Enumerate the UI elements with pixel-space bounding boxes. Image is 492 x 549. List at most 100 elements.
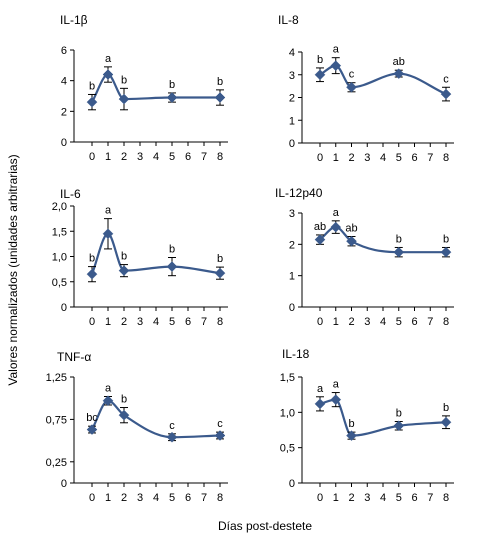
data-point-marker <box>166 261 178 272</box>
x-tick-label: 2 <box>348 492 354 504</box>
x-tick-label: 5 <box>169 492 175 504</box>
y-tick-label: 6 <box>61 45 67 57</box>
x-tick-label: 3 <box>137 316 143 328</box>
y-tick-label: 1,5 <box>280 372 295 384</box>
x-tick-label: 4 <box>153 316 159 328</box>
data-point-marker <box>314 234 326 245</box>
data-point-marker <box>102 228 114 240</box>
x-tick-label: 8 <box>443 152 449 164</box>
significance-letter: b <box>443 402 449 414</box>
x-tick-label: 0 <box>89 151 95 163</box>
data-point-marker <box>86 268 98 280</box>
significance-letter: b <box>443 233 449 245</box>
x-tick-label: 1 <box>105 492 111 504</box>
y-tick-label: 0 <box>289 138 295 150</box>
x-tick-label: 8 <box>217 151 223 163</box>
data-point-marker <box>346 430 357 442</box>
series-line <box>319 398 447 437</box>
x-tick-label: 3 <box>137 151 143 163</box>
data-point-marker <box>214 92 226 103</box>
data-point-marker <box>214 430 226 441</box>
x-tick-label: 0 <box>317 316 323 328</box>
y-tick-label: 0 <box>61 137 67 149</box>
significance-letter: b <box>217 253 223 265</box>
significance-letter: b <box>89 80 95 92</box>
significance-letter: c <box>443 73 449 85</box>
significance-letter: c <box>217 418 223 430</box>
x-tick-label: 3 <box>364 316 370 328</box>
data-point-marker <box>440 416 452 428</box>
y-tick-label: 1,0 <box>52 252 67 264</box>
data-point-marker <box>86 424 98 435</box>
data-point-marker <box>346 81 357 93</box>
x-tick-label: 0 <box>317 152 323 164</box>
series-line <box>91 399 221 439</box>
x-tick-label: 5 <box>169 151 175 163</box>
x-tick-label: 7 <box>201 151 207 163</box>
x-tick-label: 8 <box>443 316 449 328</box>
x-tick-label: 4 <box>153 151 159 163</box>
significance-letter: b <box>169 244 175 256</box>
significance-letter: a <box>105 205 112 217</box>
data-point-marker <box>330 394 342 405</box>
x-tick-label: 1 <box>105 316 111 328</box>
significance-letter: ab <box>393 56 405 68</box>
significance-letter: ab <box>314 221 326 233</box>
x-tick-label: 4 <box>380 152 386 164</box>
x-tick-label: 6 <box>185 151 191 163</box>
data-point-marker <box>330 221 342 233</box>
x-tick-label: 6 <box>185 316 191 328</box>
figure-y-axis-label: Valores normalizados (unidades arbitrari… <box>6 154 20 385</box>
x-tick-label: 5 <box>396 316 402 328</box>
x-tick-label: 0 <box>89 492 95 504</box>
data-point-marker <box>393 68 405 79</box>
y-tick-label: 4 <box>289 47 295 59</box>
significance-letter: b <box>169 79 175 91</box>
x-tick-label: 3 <box>364 152 370 164</box>
y-tick-label: 1,5 <box>52 226 67 238</box>
x-tick-label: 7 <box>201 492 207 504</box>
y-tick-label: 3 <box>289 208 295 220</box>
y-tick-label: 1 <box>289 115 295 127</box>
y-tick-label: 0,5 <box>52 277 67 289</box>
series-line <box>319 225 447 254</box>
x-tick-label: 2 <box>121 316 127 328</box>
panel-title: IL-18 <box>282 347 310 361</box>
significance-letter: ab <box>345 223 357 235</box>
significance-letter: b <box>396 408 402 420</box>
x-tick-label: 6 <box>185 492 191 504</box>
significance-letter: a <box>317 383 324 395</box>
x-tick-label: 6 <box>411 492 417 504</box>
data-point-marker <box>118 265 130 276</box>
x-tick-label: 7 <box>201 316 207 328</box>
x-tick-label: 5 <box>396 152 402 164</box>
x-tick-label: 1 <box>333 152 339 164</box>
significance-letter: a <box>333 207 340 219</box>
significance-letter: b <box>121 394 127 406</box>
x-tick-label: 3 <box>364 492 370 504</box>
significance-letter: a <box>333 44 340 56</box>
panel-title: TNF-α <box>57 350 91 364</box>
data-point-marker <box>393 420 405 432</box>
x-tick-label: 1 <box>333 316 339 328</box>
data-point-marker <box>314 69 326 81</box>
significance-letter: c <box>349 69 355 81</box>
y-tick-label: 0 <box>61 302 67 314</box>
x-tick-label: 8 <box>217 492 223 504</box>
y-tick-label: 3 <box>289 70 295 82</box>
data-point-marker <box>118 93 130 105</box>
series-line <box>91 73 220 103</box>
panel-title: IL-6 <box>60 187 81 201</box>
x-tick-label: 7 <box>427 152 433 164</box>
x-tick-label: 8 <box>217 316 223 328</box>
x-tick-label: 0 <box>317 492 323 504</box>
significance-letter: a <box>333 379 340 391</box>
data-point-marker <box>314 398 326 410</box>
y-tick-label: 2 <box>289 93 295 105</box>
x-tick-label: 4 <box>380 316 386 328</box>
x-tick-label: 7 <box>427 316 433 328</box>
